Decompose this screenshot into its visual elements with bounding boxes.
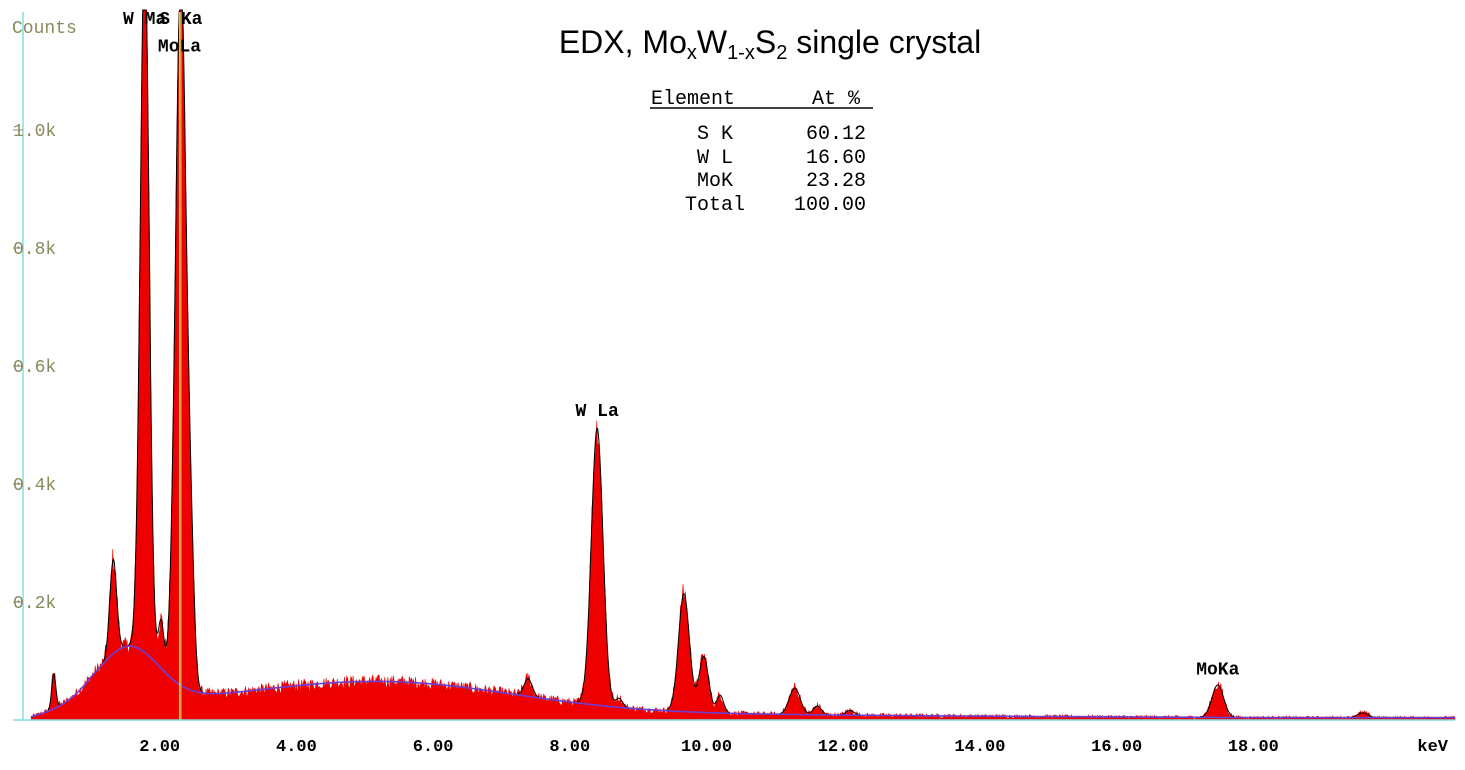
x-tick-label: 14.00	[954, 738, 1005, 757]
table-header-element: Element	[651, 88, 735, 111]
title-sub-1-x: 1-x	[727, 42, 755, 64]
x-tick-label: 8.00	[549, 738, 590, 757]
peak-label: MoLa	[158, 38, 201, 58]
x-tick-label: 10.00	[681, 738, 732, 757]
table-row-element: W L	[697, 147, 733, 170]
background-curve	[31, 645, 1455, 719]
table-row-value: 60.12	[806, 123, 866, 146]
results-table: Element At % S K 60.12 W L 16.60 MoK 23.…	[650, 88, 873, 217]
x-tick-label: 18.00	[1228, 738, 1279, 757]
peak-labels: W MaS Ka MoLa W La MoKa	[123, 10, 1240, 681]
table-header-at-percent: At %	[812, 88, 861, 111]
y-tick-labels: 0.2k 0.4k 0.6k 0.8k 1.0k	[13, 122, 56, 614]
title-sub-2: 2	[776, 42, 787, 64]
x-tick-label: 6.00	[413, 738, 454, 757]
x-tick-label: 12.00	[818, 738, 869, 757]
title-part-c: S	[755, 24, 776, 60]
title-part-a: EDX, Mo	[559, 24, 687, 60]
table-row-element: Total	[685, 194, 745, 217]
title-part-b: W	[697, 24, 728, 60]
peak-label: S Ka	[159, 10, 202, 30]
y-axis-label: Counts	[12, 19, 77, 39]
y-tick-label: 0.4k	[13, 476, 56, 496]
spectrum-fit-outline	[31, 9, 1455, 719]
title-part-d: single crystal	[787, 24, 981, 60]
x-axis-label: keV	[1417, 738, 1448, 757]
y-tick-label: 0.2k	[13, 594, 56, 614]
x-tick-label: 4.00	[276, 738, 317, 757]
peak-label: MoKa	[1196, 661, 1239, 681]
table-row-value: 16.60	[806, 147, 866, 170]
y-tick-label: 0.6k	[13, 358, 56, 378]
plot-area	[30, 9, 1456, 721]
spectrum-fill	[30, 9, 1456, 721]
title-sub-x: x	[687, 42, 697, 64]
peak-label: W Ma	[123, 10, 166, 30]
table-row-value: 23.28	[806, 170, 866, 193]
y-tick-label: 1.0k	[13, 122, 56, 142]
chart-title: EDX, MoxW1-xS2 single crystal	[559, 24, 981, 64]
table-row-value: 100.00	[794, 194, 866, 217]
x-tick-label: 16.00	[1091, 738, 1142, 757]
table-row-element: MoK	[697, 170, 733, 193]
table-row-element: S K	[697, 123, 733, 146]
x-tick-label: 2.00	[139, 738, 180, 757]
y-tick-label: 0.8k	[13, 240, 56, 260]
x-tick-labels: 2.00 4.00 6.00 8.00 10.00 12.00 14.00 16.00 18.0…	[139, 738, 1279, 757]
peak-label: W La	[576, 402, 619, 422]
